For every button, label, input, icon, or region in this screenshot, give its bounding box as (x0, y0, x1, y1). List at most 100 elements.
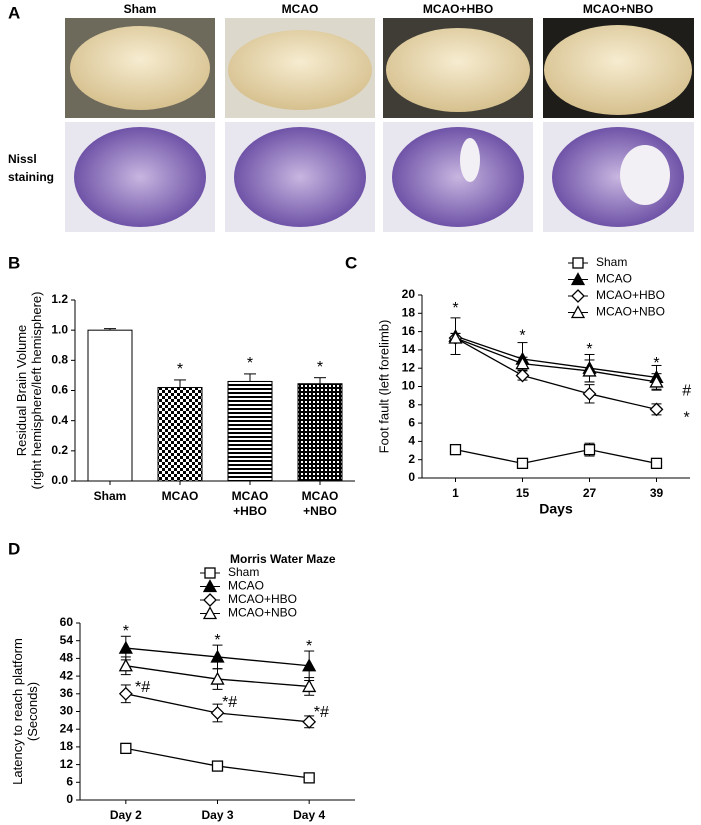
legend-marker (203, 593, 217, 607)
series-line (455, 448, 657, 465)
lesion (460, 138, 480, 182)
brain (70, 26, 210, 110)
y-tick-label: 0.4 (51, 413, 68, 427)
point (515, 356, 530, 370)
annotation: *# (314, 704, 329, 721)
legend-label: MCAO+HBO (228, 592, 297, 606)
brain-section (74, 127, 206, 227)
legend-marker (202, 606, 218, 620)
point (210, 671, 225, 685)
x-tick-label: 1 (452, 486, 459, 500)
legend-marker (571, 289, 585, 303)
panel-label: A (8, 3, 20, 22)
brain (544, 25, 692, 115)
annotation: * (586, 341, 592, 358)
chart-title: Morris Water Maze (230, 552, 336, 566)
row-label: Nissl (8, 152, 37, 166)
y-tick-label: 12 (402, 360, 416, 374)
x-tick-label: Day 4 (293, 808, 325, 822)
y-tick-label: 16 (402, 324, 416, 338)
y-tick-label: 6 (408, 415, 415, 429)
brain-section (392, 127, 524, 227)
legend-marker (572, 257, 584, 269)
point (583, 443, 596, 456)
series-line (455, 335, 657, 378)
legend-label: MCAO (596, 272, 632, 286)
annotation: * (519, 327, 525, 344)
annotation: * (123, 623, 129, 640)
y-tick-label: 10 (402, 379, 416, 393)
point (210, 649, 225, 663)
y-axis-label: (right hemisphere/left hemisphere) (29, 292, 44, 490)
column-label: Sham (124, 2, 157, 16)
point (448, 330, 463, 344)
annotation: *# (135, 679, 150, 696)
bar (297, 383, 343, 482)
y-tick-label: 18 (60, 739, 74, 753)
bar (227, 380, 273, 482)
row-label: staining (8, 170, 54, 184)
y-tick-label: 14 (402, 342, 416, 356)
point (649, 374, 664, 388)
y-tick-label: 6 (66, 774, 73, 788)
point (449, 443, 462, 456)
point (303, 772, 315, 784)
point (515, 368, 530, 383)
x-tick-label: MCAO (302, 489, 339, 503)
x-tick-label: Day 3 (201, 808, 233, 822)
significance-mark: * (247, 355, 253, 372)
annotation: * (306, 638, 312, 655)
column-label: MCAO+NBO (583, 2, 653, 16)
panel-label: B (8, 253, 20, 272)
legend-label: MCAO+NBO (596, 305, 665, 319)
y-tick-label: 0 (66, 792, 73, 806)
y-axis-label: Foot fault (left forelimb) (376, 320, 391, 454)
y-tick-label: 48 (60, 651, 74, 665)
point (118, 686, 133, 701)
y-tick-label: 0.0 (51, 473, 68, 487)
significance-mark: * (177, 361, 183, 378)
y-tick-label: 0.8 (51, 353, 68, 367)
x-tick-label: Day 2 (110, 808, 142, 822)
annotation: * (452, 300, 458, 317)
legend-label: MCAO+HBO (596, 288, 665, 302)
y-axis-label: (Seconds) (25, 682, 40, 741)
legend-label: MCAO (228, 579, 264, 593)
significance-mark: * (317, 359, 323, 376)
y-tick-label: 18 (402, 305, 416, 319)
annotation: * (214, 632, 220, 649)
y-tick-label: 0.2 (51, 443, 68, 457)
y-tick-label: 30 (60, 704, 74, 718)
point (516, 457, 529, 470)
point (650, 457, 663, 470)
y-tick-label: 60 (60, 615, 74, 629)
legend-marker (570, 305, 586, 319)
brain-section (234, 127, 366, 227)
y-tick-label: 24 (60, 721, 74, 735)
y-axis-label: Latency to reach platform (10, 638, 25, 785)
y-tick-label: 2 (408, 452, 415, 466)
brain (386, 28, 530, 112)
y-tick-label: 4 (408, 434, 415, 448)
annotation: * (684, 410, 690, 427)
legend-marker (204, 567, 216, 579)
point (582, 386, 597, 401)
legend-label: Sham (596, 255, 627, 269)
point (118, 640, 133, 654)
series-line (455, 337, 657, 411)
y-tick-label: 1.0 (51, 322, 68, 336)
x-tick-label: MCAO (232, 489, 269, 503)
x-tick-label: MCAO (162, 489, 199, 503)
x-tick-label: Sham (94, 489, 127, 503)
point (302, 679, 317, 693)
point (582, 363, 597, 377)
y-tick-label: 12 (60, 757, 74, 771)
brain (228, 30, 372, 110)
point (649, 402, 664, 417)
legend-label: Sham (228, 565, 259, 579)
y-tick-label: 54 (60, 633, 74, 647)
panel-a-images (65, 18, 694, 232)
annotation: *# (222, 694, 237, 711)
x-tick-label: +HBO (233, 504, 267, 518)
